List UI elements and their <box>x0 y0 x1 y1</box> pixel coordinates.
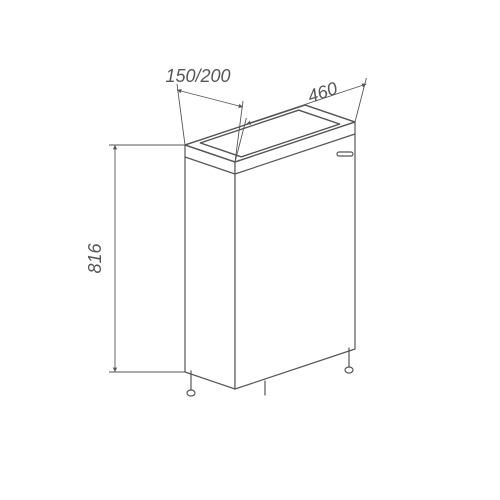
dimension-diagram: 150/200 460 816 <box>0 0 500 500</box>
dim-height-label: 816 <box>85 243 105 274</box>
dim-depth-label: 460 <box>305 78 340 106</box>
dim-width-label: 150/200 <box>165 66 230 86</box>
